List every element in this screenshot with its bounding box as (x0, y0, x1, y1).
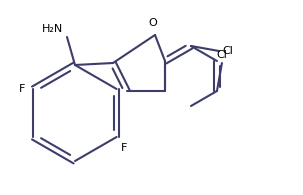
Text: O: O (149, 18, 157, 28)
Text: F: F (19, 84, 25, 94)
Text: H₂N: H₂N (42, 24, 63, 34)
Text: F: F (121, 143, 127, 153)
Text: Cl: Cl (222, 46, 233, 56)
Text: Cl: Cl (217, 50, 227, 60)
